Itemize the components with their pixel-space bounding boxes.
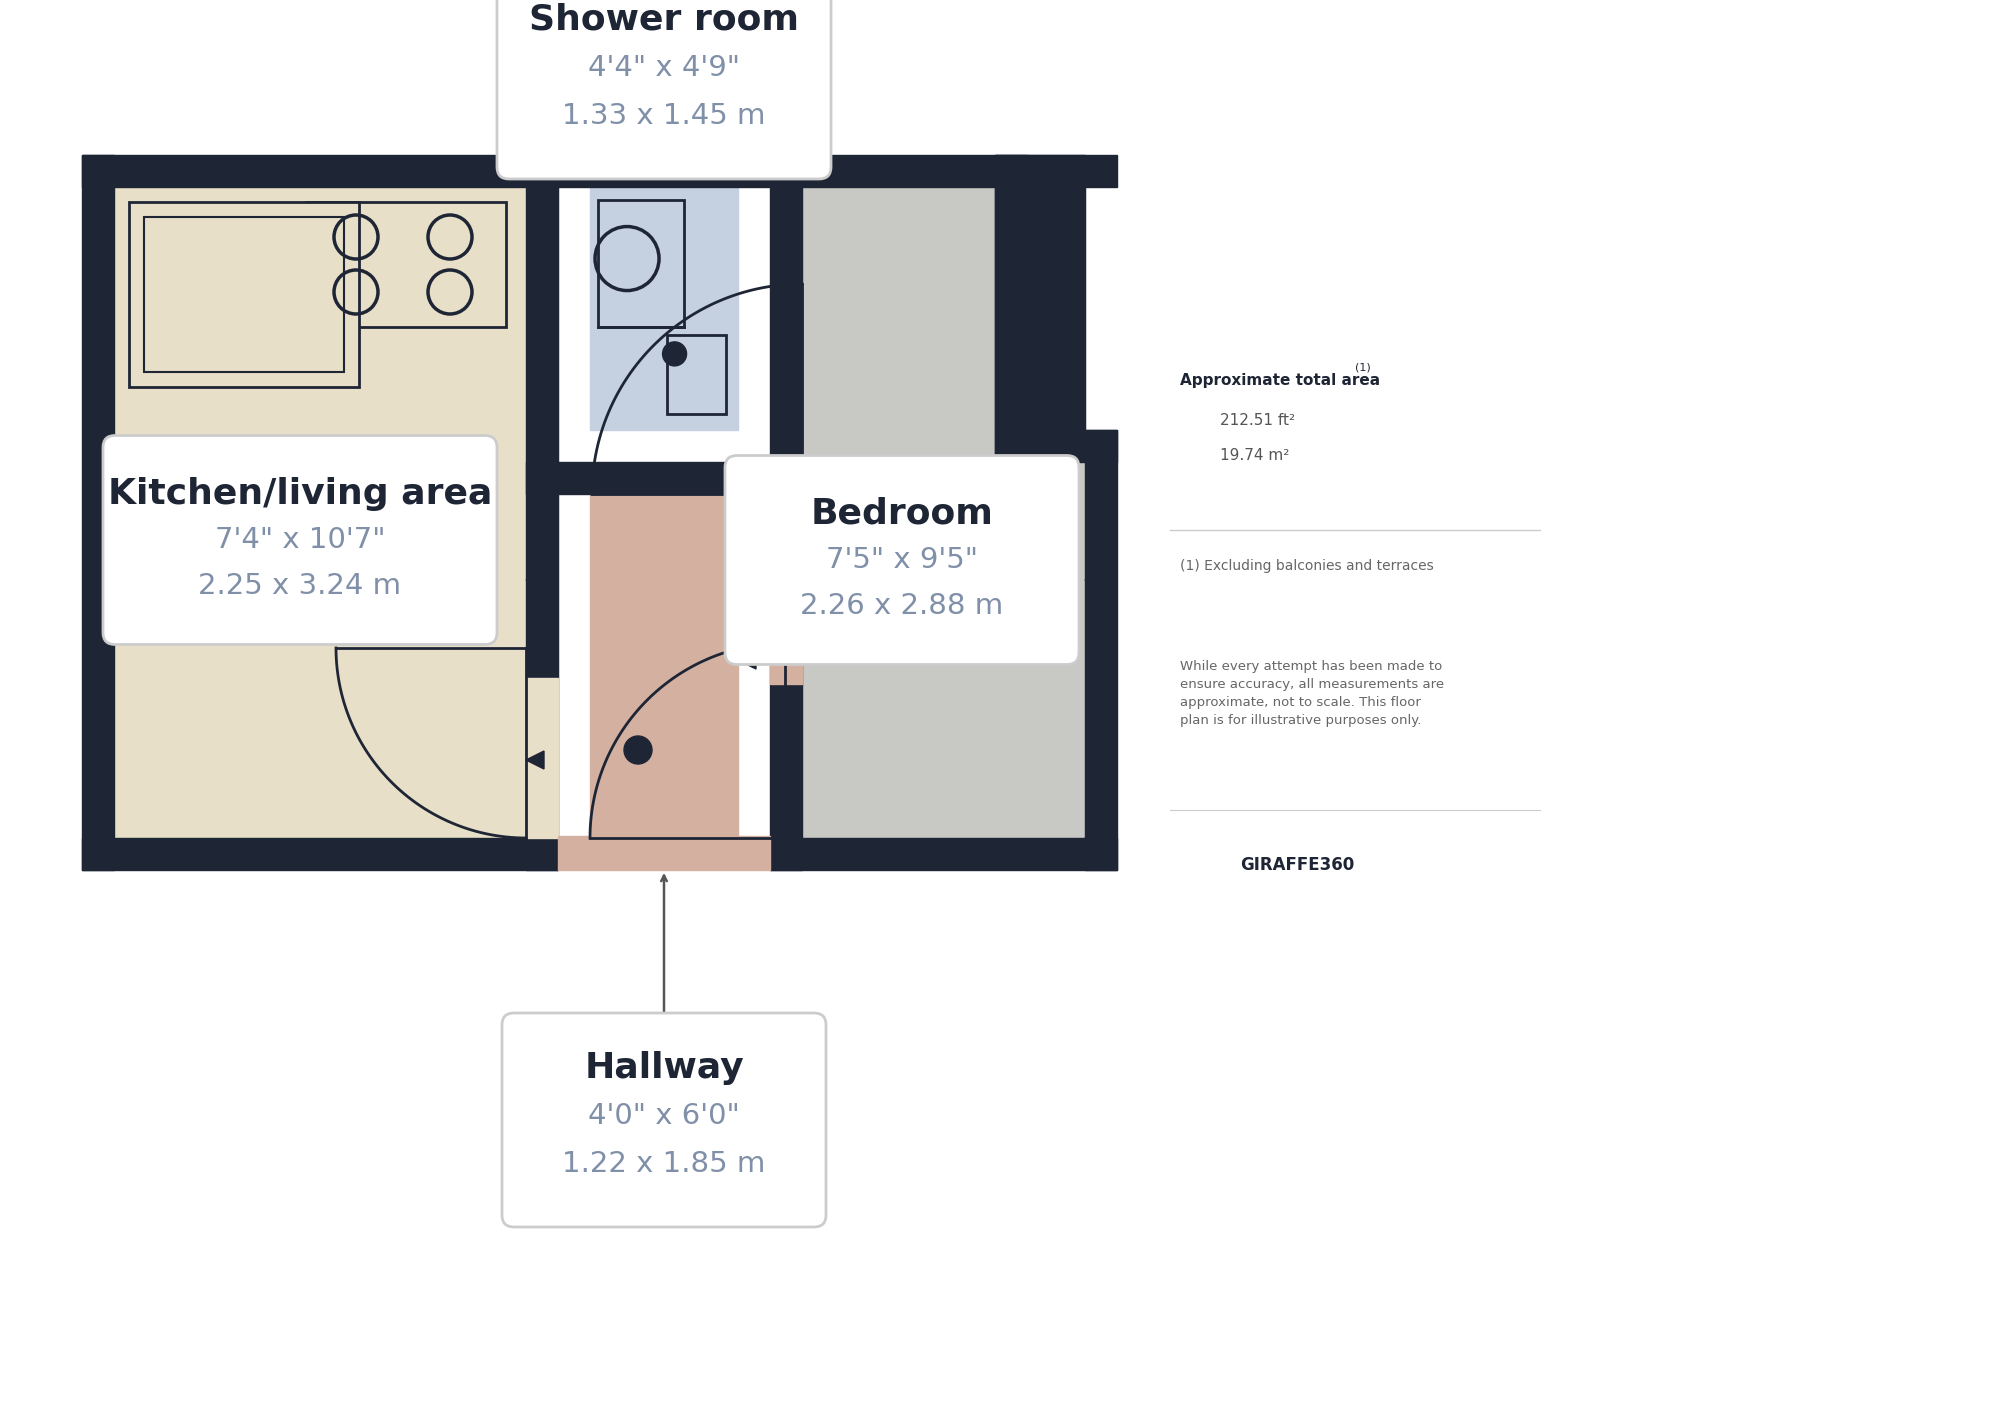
Bar	[996, 430, 1116, 462]
Polygon shape	[1076, 839, 1094, 855]
Polygon shape	[812, 170, 832, 187]
Bar	[598, 199, 684, 327]
Bar	[526, 677, 558, 839]
Bar	[770, 493, 802, 684]
Polygon shape	[96, 751, 114, 769]
Circle shape	[624, 737, 652, 764]
Bar	[306, 202, 506, 327]
FancyBboxPatch shape	[496, 0, 832, 180]
Text: 2.25 x 3.24 m: 2.25 x 3.24 m	[198, 573, 402, 600]
Text: 2.26 x 2.88 m: 2.26 x 2.88 m	[800, 592, 1004, 619]
Text: 4'0" x 6'0": 4'0" x 6'0"	[588, 1102, 740, 1130]
Circle shape	[662, 342, 686, 366]
Bar	[558, 836, 770, 870]
Text: 4'4" x 4'9": 4'4" x 4'9"	[588, 54, 740, 82]
Text: 212.51 ft²: 212.51 ft²	[1220, 413, 1296, 428]
Bar	[996, 156, 1084, 430]
Bar	[1084, 430, 1116, 870]
Text: 7'4" x 10'7": 7'4" x 10'7"	[214, 526, 386, 554]
Bar	[82, 156, 114, 870]
Bar	[590, 493, 738, 839]
Polygon shape	[96, 571, 114, 590]
Polygon shape	[104, 839, 124, 855]
Bar	[590, 187, 738, 430]
Polygon shape	[526, 571, 544, 590]
Polygon shape	[600, 170, 620, 187]
Bar	[526, 156, 558, 870]
Bar	[526, 462, 802, 493]
Bar	[82, 839, 558, 870]
Text: While every attempt has been made to
ensure accuracy, all measurements are
appro: While every attempt has been made to ens…	[1180, 660, 1444, 727]
Bar	[770, 156, 802, 870]
Polygon shape	[738, 650, 756, 669]
Text: Shower room: Shower room	[528, 3, 800, 37]
Bar	[82, 156, 1116, 187]
Bar	[114, 187, 558, 839]
Text: GIRAFFE360: GIRAFFE360	[1240, 855, 1354, 874]
Polygon shape	[516, 839, 536, 855]
Text: 7'5" x 9'5": 7'5" x 9'5"	[826, 546, 978, 574]
Polygon shape	[1084, 571, 1104, 590]
Polygon shape	[784, 571, 802, 590]
Text: Approximate total area: Approximate total area	[1180, 372, 1380, 387]
Polygon shape	[526, 751, 544, 769]
Bar	[802, 187, 1084, 839]
FancyBboxPatch shape	[724, 455, 1080, 665]
Polygon shape	[740, 170, 760, 187]
Bar	[770, 839, 1116, 870]
Text: Bedroom: Bedroom	[810, 496, 994, 532]
Text: 1.22 x 1.85 m: 1.22 x 1.85 m	[562, 1150, 766, 1178]
Bar	[666, 335, 726, 414]
Text: 19.74 m²: 19.74 m²	[1220, 448, 1290, 462]
Text: (1) Excluding balconies and terraces: (1) Excluding balconies and terraces	[1180, 559, 1434, 573]
Bar	[128, 202, 360, 387]
Text: (1): (1)	[1356, 362, 1370, 372]
Bar	[144, 216, 344, 372]
Text: Kitchen/living area: Kitchen/living area	[108, 477, 492, 510]
FancyBboxPatch shape	[502, 1012, 826, 1227]
Polygon shape	[792, 839, 812, 855]
Text: Hallway: Hallway	[584, 1051, 744, 1085]
FancyBboxPatch shape	[104, 436, 496, 645]
Bar	[996, 156, 1028, 462]
Polygon shape	[966, 170, 984, 187]
Text: 1.33 x 1.45 m: 1.33 x 1.45 m	[562, 102, 766, 130]
